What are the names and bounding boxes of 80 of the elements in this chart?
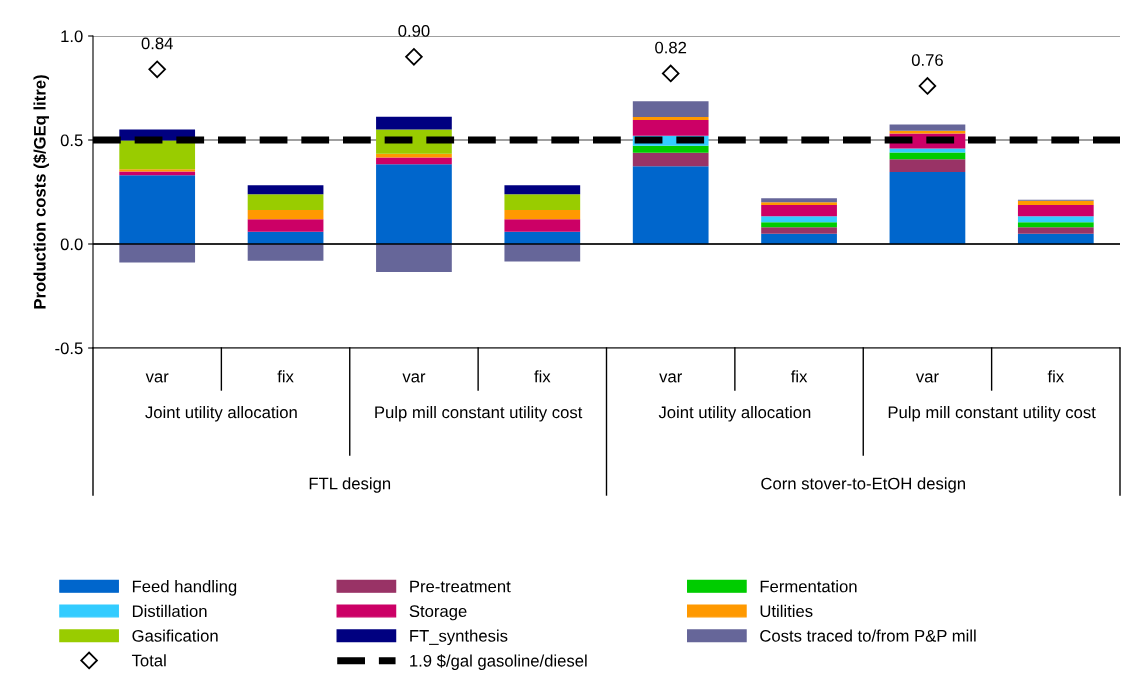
point	[918, 77, 937, 95]
bar	[119, 175, 196, 244]
bar	[632, 117, 709, 121]
y-tick-label: -0.5	[55, 342, 83, 355]
bar	[889, 152, 966, 160]
bar	[119, 169, 196, 172]
bar	[761, 222, 837, 228]
bar	[504, 219, 581, 232]
legend-label: Gasification	[132, 629, 218, 642]
bar	[889, 159, 966, 173]
x-tick-label: var	[402, 373, 426, 383]
point	[661, 64, 680, 83]
x-tick-label: var	[915, 373, 939, 383]
legend-label: Distillation	[132, 604, 207, 618]
bar	[376, 157, 452, 165]
text: Corn stover-to-EtOH design	[761, 477, 965, 493]
text: Pulp mill constant utility cost	[888, 406, 1096, 422]
y-axis-title: Production costs ($/GEq litre)	[33, 75, 50, 309]
bar	[889, 130, 966, 134]
bar	[504, 231, 581, 244]
bar	[889, 124, 966, 131]
bar	[1017, 222, 1094, 228]
bar	[1017, 200, 1094, 206]
bar	[1017, 216, 1094, 223]
x-tick-label: var	[659, 373, 682, 383]
legend-label: 1.9 $/gal gasoline/diesel	[410, 654, 587, 670]
bar	[504, 185, 581, 195]
data-label: 0.90	[398, 25, 430, 37]
x-tick-label: fix	[534, 370, 551, 383]
bar	[247, 219, 324, 232]
bar	[119, 171, 196, 176]
x-tick-label: fix	[790, 370, 808, 383]
bar	[1017, 205, 1094, 217]
bar	[761, 198, 837, 203]
bar	[504, 244, 581, 262]
x-tick-label: fix	[277, 370, 294, 383]
legend-label: Storage	[409, 605, 467, 621]
text: Joint utility allocation	[658, 406, 811, 422]
point	[405, 48, 423, 66]
bar	[632, 101, 709, 118]
legend-label: Costs traced to/from P&P mill	[760, 629, 976, 642]
text: Pulp mill constant utility cost	[375, 406, 583, 422]
text: Joint utility allocation	[145, 406, 297, 422]
bar	[1017, 227, 1094, 234]
bar	[504, 209, 581, 220]
text: FTL design	[309, 477, 391, 493]
bar	[761, 202, 837, 206]
legend-label: FT_synthesis	[410, 629, 508, 646]
bar	[504, 194, 581, 210]
y-tick-label: 1.0	[61, 30, 83, 43]
x-tick-label: var	[145, 373, 169, 383]
data-label: 0.84	[141, 37, 173, 50]
y-tick-label: 0.0	[60, 238, 83, 251]
bar	[761, 216, 837, 223]
bar	[889, 172, 966, 244]
legend-label: Utilities	[760, 604, 813, 618]
legend-label: Fermentation	[760, 580, 857, 593]
bar	[632, 152, 709, 167]
bar	[632, 120, 709, 136]
bar	[119, 140, 196, 170]
legend-label: Feed handling	[132, 580, 237, 596]
bar	[247, 244, 324, 261]
legend-label: Pre-treatment	[410, 580, 511, 593]
bar	[761, 205, 837, 217]
bar	[119, 244, 196, 263]
bar	[247, 209, 324, 220]
bar	[632, 166, 709, 244]
bar	[376, 164, 452, 244]
point	[148, 60, 166, 79]
bar	[247, 194, 324, 210]
data-label: 0.76	[911, 54, 943, 66]
x-tick-label: fix	[1047, 370, 1064, 383]
data-label: 0.82	[655, 41, 687, 54]
y-tick-label: 0.5	[60, 134, 83, 147]
bar	[247, 185, 324, 195]
bar	[376, 116, 452, 130]
bar	[761, 227, 837, 234]
bar	[376, 244, 452, 273]
legend-label: Total	[131, 654, 166, 667]
bar	[632, 145, 709, 153]
